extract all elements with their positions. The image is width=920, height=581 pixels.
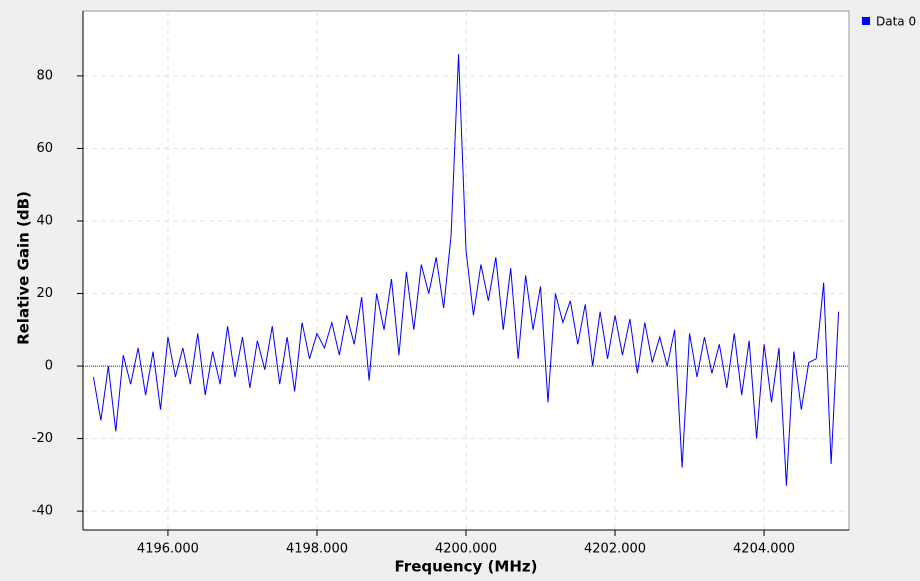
legend-swatch [862,17,870,25]
y-axis-label: Relative Gain (dB) [15,191,33,345]
x-tick-label: 4198.000 [286,542,348,557]
x-tick-label: 4196.000 [137,542,199,557]
y-tick-label: 80 [36,68,53,83]
x-tick-label: 4200.000 [435,542,497,557]
y-tick-label: 20 [36,286,53,301]
x-axis-label: Frequency (MHz) [395,558,538,576]
legend-label: Data 0 [876,15,916,29]
y-tick-label: 0 [45,359,53,374]
y-tick-label: 40 [36,213,53,228]
x-tick-label: 4204.000 [733,542,795,557]
x-tick-label: 4202.000 [584,542,646,557]
y-tick-label: -20 [32,431,53,446]
y-tick-label: 60 [36,141,53,156]
y-tick-label: -40 [32,504,53,519]
data-line [92,54,840,486]
